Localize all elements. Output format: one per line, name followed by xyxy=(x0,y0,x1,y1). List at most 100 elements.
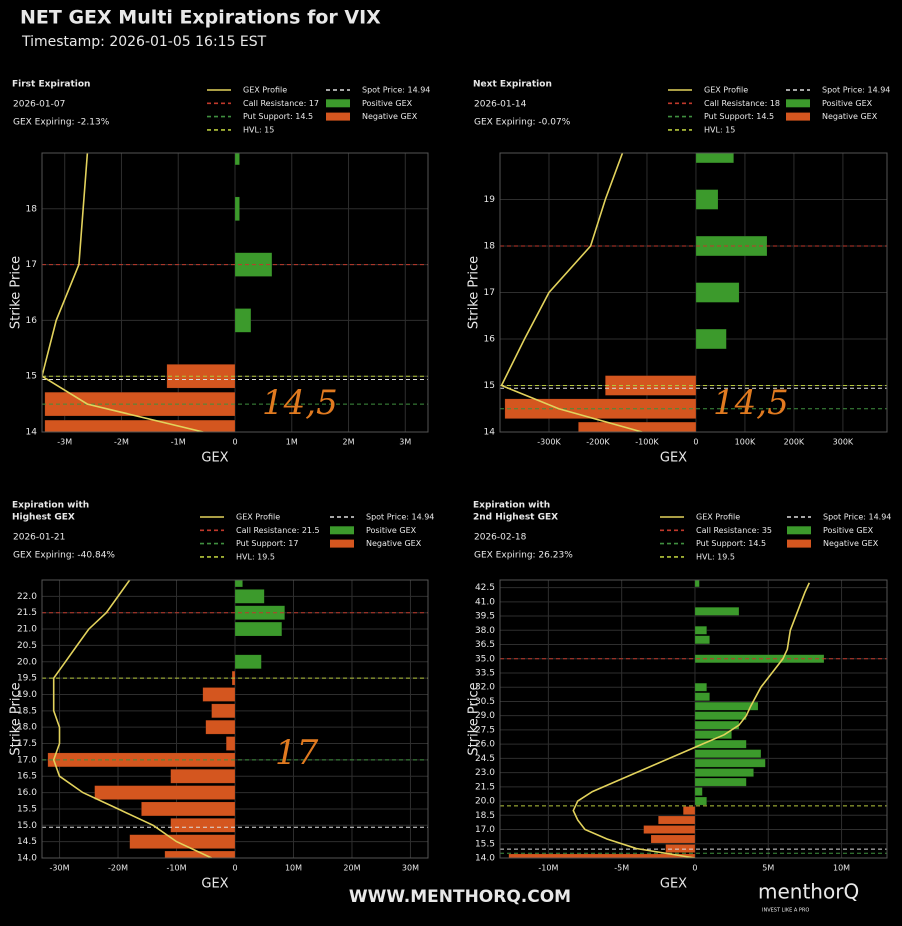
legend-label: HVL: 15 xyxy=(243,125,274,134)
gex-bar xyxy=(94,785,236,800)
gex-bar xyxy=(234,580,243,588)
x-tick-label: -1M xyxy=(171,438,186,447)
y-tick-label: 21.5 xyxy=(475,782,495,792)
x-axis-label: GEX xyxy=(660,451,687,466)
gex-bar xyxy=(665,844,696,853)
legend-label: Positive GEX xyxy=(823,526,874,535)
y-tick-label: 14.0 xyxy=(17,854,37,864)
brand: menthorQ xyxy=(758,880,859,904)
y-tick-label: 35.0 xyxy=(475,654,495,664)
x-tick-label: 20M xyxy=(343,864,360,873)
gex-bar xyxy=(234,654,262,669)
gex-bar xyxy=(694,787,703,796)
legend-swatch xyxy=(330,526,354,535)
legend-label: Call Resistance: 17 xyxy=(243,99,319,108)
timestamp: Timestamp: 2026-01-05 16:15 EST xyxy=(21,34,267,50)
gex-bar xyxy=(170,818,236,833)
gex-bar xyxy=(129,834,236,849)
y-axis-label: Strike Price xyxy=(467,256,482,329)
legend-label: GEX Profile xyxy=(236,513,280,522)
legend-label: Negative GEX xyxy=(362,112,418,121)
legend-label: GEX Profile xyxy=(696,513,740,522)
x-tick-label: -10M xyxy=(167,864,187,873)
y-tick-label: 14 xyxy=(26,428,38,438)
y-tick-label: 17.5 xyxy=(17,739,37,749)
x-tick-label: -2M xyxy=(114,438,129,447)
plot-border xyxy=(41,152,429,433)
panel-date: 2026-02-18 xyxy=(474,533,527,543)
legend-label: Negative GEX xyxy=(366,539,422,548)
x-tick-label: -300K xyxy=(537,438,561,447)
gex-bar xyxy=(141,801,236,817)
legend-label: GEX Profile xyxy=(243,86,287,95)
gex-bar xyxy=(695,153,734,164)
gex-bar xyxy=(694,730,732,739)
gex-bar xyxy=(234,196,240,221)
y-tick-label: 16 xyxy=(26,316,38,326)
y-tick-label: 21.0 xyxy=(17,625,37,635)
x-tick-label: 1M xyxy=(286,438,298,447)
y-tick-label: 15 xyxy=(26,372,37,382)
legend-swatch xyxy=(787,539,811,548)
y-tick-label: 33.5 xyxy=(475,668,495,678)
y-tick-label: 15.5 xyxy=(17,804,37,814)
legend-label: GEX Profile xyxy=(704,86,748,95)
annotation: 17 xyxy=(275,733,319,773)
panel-title: 2nd Highest GEX xyxy=(473,513,558,523)
tagline: INVEST LIKE A PRO xyxy=(762,908,809,914)
x-tick-label: 100K xyxy=(735,438,756,447)
x-axis-label: GEX xyxy=(201,877,228,892)
y-tick-label: 20.5 xyxy=(17,641,37,651)
legend-label: HVL: 15 xyxy=(704,125,735,134)
panel-gex-expiring: GEX Expiring: -40.84% xyxy=(13,551,115,561)
gex-bar xyxy=(694,711,747,720)
legend-label: Put Support: 14.5 xyxy=(243,112,313,121)
x-tick-label: -20M xyxy=(108,864,128,873)
y-tick-label: 17 xyxy=(26,260,37,270)
panel-title: Expiration with xyxy=(12,501,89,511)
x-tick-label: 2M xyxy=(343,438,355,447)
y-tick-label: 15 xyxy=(484,381,495,391)
y-tick-label: 22.0 xyxy=(17,592,37,602)
gex-bar xyxy=(202,687,236,702)
legend-label: Negative GEX xyxy=(822,112,878,121)
legend-label: Put Support: 17 xyxy=(236,539,298,548)
y-tick-label: 15.5 xyxy=(475,839,495,849)
gex-bar xyxy=(694,739,747,749)
gex-bar xyxy=(658,815,696,825)
y-tick-label: 36.5 xyxy=(475,640,495,650)
panel-gex-expiring: GEX Expiring: -0.07% xyxy=(474,118,571,128)
y-tick-label: 42.5 xyxy=(475,583,495,593)
gex-bar xyxy=(694,720,740,730)
y-tick-label: 16.0 xyxy=(17,788,37,798)
y-tick-label: 18 xyxy=(26,204,38,214)
gex-bar xyxy=(694,777,747,787)
legend-swatch xyxy=(330,539,354,548)
x-tick-label: 0 xyxy=(232,438,237,447)
y-tick-label: 14.5 xyxy=(17,837,37,847)
y-tick-label: 41.0 xyxy=(475,597,495,607)
y-tick-label: 32.0 xyxy=(475,683,495,693)
legend-label: HVL: 19.5 xyxy=(696,552,735,561)
plot-border xyxy=(41,579,429,859)
plot-area xyxy=(42,153,428,432)
panel-date: 2026-01-14 xyxy=(474,100,527,110)
x-tick-label: -100K xyxy=(635,438,659,447)
panel-gex-expiring: GEX Expiring: -2.13% xyxy=(13,118,110,128)
legend-swatch xyxy=(786,99,810,108)
gex-bar xyxy=(508,853,696,858)
y-tick-label: 27.5 xyxy=(475,725,495,735)
legend-label: HVL: 19.5 xyxy=(236,552,275,561)
legend-label: Spot Price: 14.94 xyxy=(823,513,891,522)
panel-title: First Expiration xyxy=(12,80,90,90)
x-tick-label: 0 xyxy=(693,438,698,447)
page-title: NET GEX Multi Expirations for VIX xyxy=(20,7,381,29)
legend-label: Negative GEX xyxy=(823,539,879,548)
plot-border xyxy=(499,152,888,433)
plot-area xyxy=(500,153,887,432)
legend-label: Call Resistance: 35 xyxy=(696,526,772,535)
y-tick-label: 21.5 xyxy=(17,608,37,618)
